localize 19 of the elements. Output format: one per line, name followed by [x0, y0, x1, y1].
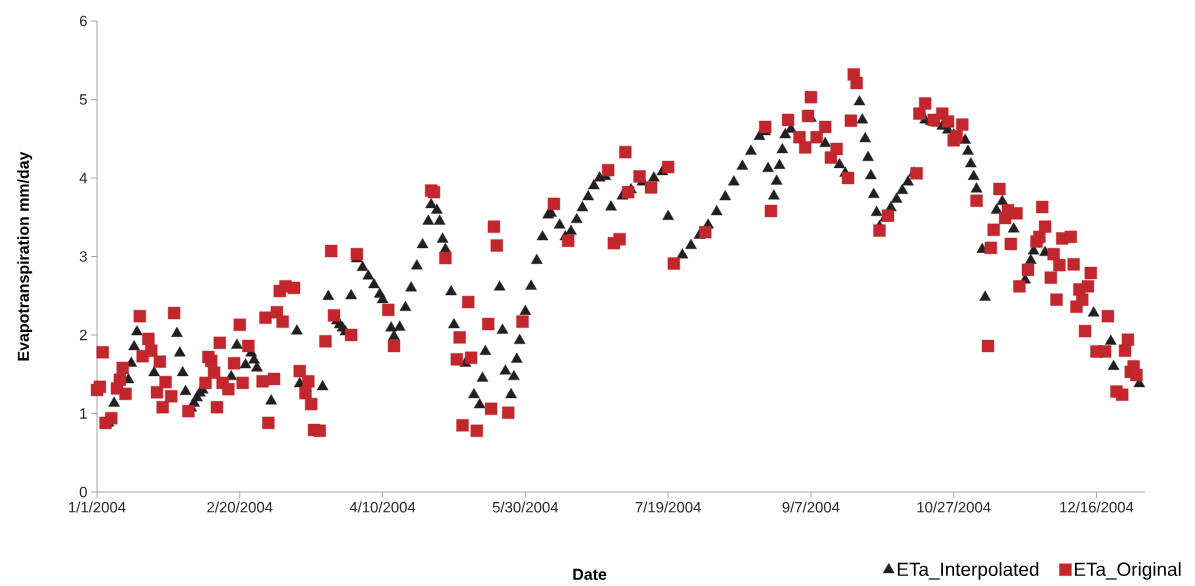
- x-tick-label: 1/1/2004: [69, 501, 126, 513]
- y-tick-label: 3: [79, 251, 87, 262]
- x-tick-label: 4/10/2004: [349, 501, 416, 513]
- y-tick-label: 4: [79, 172, 88, 184]
- x-tick-label: 7/19/2004: [635, 501, 701, 513]
- legend-label: ETa_Interpolated: [897, 562, 1039, 580]
- y-tick-label: 2: [79, 329, 87, 341]
- x-tick-label: 10/27/2004: [917, 501, 991, 513]
- y-tick-label: 0: [79, 486, 87, 498]
- x-tick-label: 5/30/2004: [492, 501, 559, 513]
- y-axis-title: Evapotranspiration mm/day: [17, 151, 33, 361]
- y-tick-label: 5: [79, 94, 87, 105]
- x-tick-label: 9/7/2004: [782, 501, 840, 513]
- legend-label: ETa_Original: [1074, 562, 1181, 580]
- x-tick-label: 2/20/2004: [207, 501, 273, 513]
- x-axis-title: Date: [573, 568, 607, 580]
- y-tick-label: 6: [79, 15, 87, 27]
- y-tick-label: 1: [80, 408, 87, 419]
- x-tick-label: 12/16/2004: [1060, 501, 1134, 513]
